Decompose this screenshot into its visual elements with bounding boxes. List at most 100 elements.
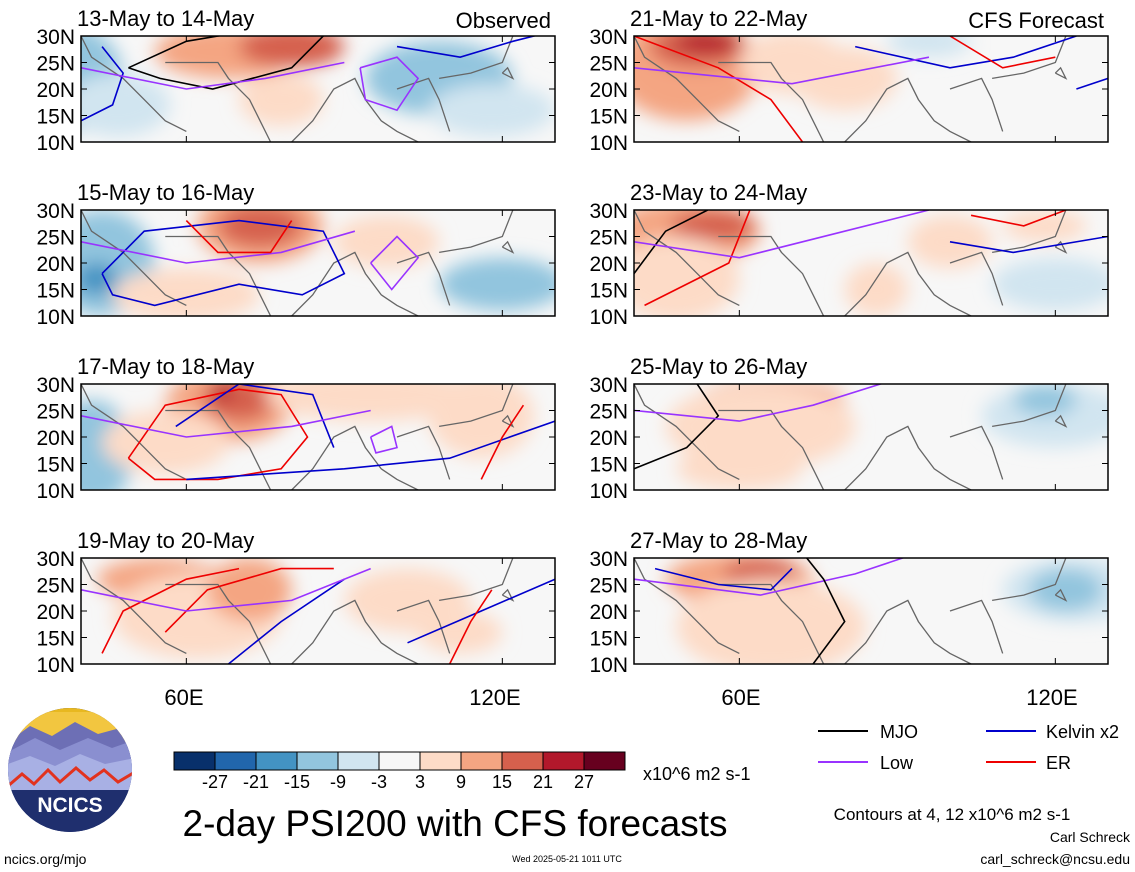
coastline — [81, 384, 187, 480]
y-tick-label: 15N — [36, 106, 75, 129]
map-panel: 30N 25N 20N 15N 10N 21-May to 22-May CFS Forec… — [589, 6, 1109, 155]
y-tick-label: 30N — [589, 374, 628, 397]
contour-line — [634, 56, 930, 85]
y-tick-label: 15N — [36, 454, 75, 477]
contour-line — [805, 558, 846, 664]
coastline — [844, 77, 972, 142]
y-tick-label: 30N — [36, 200, 75, 223]
panel-title: 17-May to 18-May — [77, 354, 254, 379]
contour-line — [1076, 77, 1108, 90]
colorbar-swatch — [583, 751, 626, 771]
map-panel: 30N 25N 20N 15N 10N 15-May to 16-May — [36, 180, 556, 329]
colorbar-swatch — [255, 751, 298, 771]
contour-line — [654, 567, 793, 591]
coastline — [718, 583, 825, 664]
coastline — [396, 599, 451, 654]
coastline — [634, 210, 740, 306]
contour-line — [128, 36, 325, 90]
panel-title: 15-May to 16-May — [77, 180, 254, 205]
coastline — [439, 210, 514, 254]
coastline — [291, 425, 419, 490]
anomaly-region — [665, 384, 856, 469]
coastline — [634, 384, 740, 480]
contour-line — [634, 210, 709, 275]
contour-line — [448, 589, 493, 664]
anomaly-region — [217, 210, 303, 248]
y-tick-label: 30N — [36, 26, 75, 49]
coastline — [81, 36, 187, 132]
y-tick-label: 10N — [589, 654, 628, 677]
coastline — [165, 61, 272, 142]
contours-note: Contours at 4, 12 x10^6 m2 s-1 — [834, 805, 1071, 824]
anomaly-region — [202, 384, 276, 422]
contour-line — [855, 36, 1077, 69]
y-tick-label: 30N — [36, 374, 75, 397]
map-panel: 30N 25N 20N 15N 10N 27-May to 28-May — [589, 528, 1109, 677]
y-tick-label: 15N — [36, 280, 75, 303]
y-tick-label: 20N — [589, 601, 628, 624]
anomaly-region — [676, 36, 740, 52]
coastline — [949, 425, 1004, 480]
colorbar-units: x10^6 m2 s-1 — [643, 764, 751, 784]
email: carl_schreck@ncsu.edu — [980, 851, 1130, 867]
contour-line — [81, 567, 371, 612]
contour-line — [634, 384, 884, 422]
anomaly-region — [239, 73, 324, 127]
contour-line — [81, 46, 125, 122]
contour-line — [644, 210, 751, 307]
coastline — [439, 558, 514, 602]
y-tick-label: 20N — [589, 427, 628, 450]
author: Carl Schreck — [1050, 829, 1131, 845]
panel-title: 23-May to 24-May — [630, 180, 807, 205]
x-tick-label-right-60e: 60E — [721, 685, 760, 710]
coastline — [634, 36, 740, 132]
contour-line — [407, 578, 555, 644]
coastline — [165, 409, 272, 490]
y-tick-label: 30N — [36, 548, 75, 571]
y-tick-label: 30N — [589, 200, 628, 223]
contour-line — [949, 235, 1108, 254]
x-tick-label-left-120e: 120E — [469, 685, 520, 710]
y-tick-label: 10N — [36, 480, 75, 503]
y-tick-label: 10N — [589, 132, 628, 155]
contour-line — [634, 36, 804, 142]
y-tick-label: 20N — [589, 253, 628, 276]
colorbar-swatch — [419, 751, 462, 771]
panel-title: 21-May to 22-May — [630, 6, 807, 31]
colorbar-tick-label: 15 — [492, 772, 512, 792]
y-tick-label: 10N — [36, 132, 75, 155]
coastline — [501, 240, 515, 254]
coastline — [396, 77, 451, 132]
y-tick-label: 30N — [589, 26, 628, 49]
contour-line — [970, 210, 1067, 227]
coastline — [992, 384, 1067, 428]
anomaly-region — [239, 36, 345, 68]
y-tick-label: 25N — [589, 401, 628, 424]
y-tick-label: 15N — [589, 280, 628, 303]
coastline — [949, 599, 1004, 654]
contour-line — [101, 567, 240, 654]
colorbar-swatch — [173, 751, 216, 771]
anomaly-region — [792, 46, 898, 111]
colorbar-swatch — [542, 751, 585, 771]
anomaly-region — [81, 263, 118, 295]
contour-line — [369, 425, 398, 454]
x-tick-label-left-60e: 60E — [164, 685, 203, 710]
contour-line — [634, 210, 930, 259]
y-tick-label: 25N — [589, 53, 628, 76]
contour-line — [81, 230, 356, 264]
site-link[interactable]: ncics.org/mjo — [4, 851, 87, 867]
column-label: CFS Forecast — [968, 8, 1104, 33]
y-tick-label: 30N — [589, 548, 628, 571]
legend-label-kelvin: Kelvin x2 — [1046, 722, 1119, 742]
legend: MJO Kelvin x2 Low ER — [818, 722, 1119, 773]
anomaly-region — [428, 83, 555, 137]
y-tick-label: 15N — [589, 106, 628, 129]
coastline — [844, 251, 972, 316]
contour-line — [81, 61, 345, 90]
coastline — [439, 384, 514, 428]
anomaly-region — [676, 579, 866, 664]
colorbar-swatch — [378, 751, 421, 771]
anomaly-region — [1029, 568, 1103, 611]
